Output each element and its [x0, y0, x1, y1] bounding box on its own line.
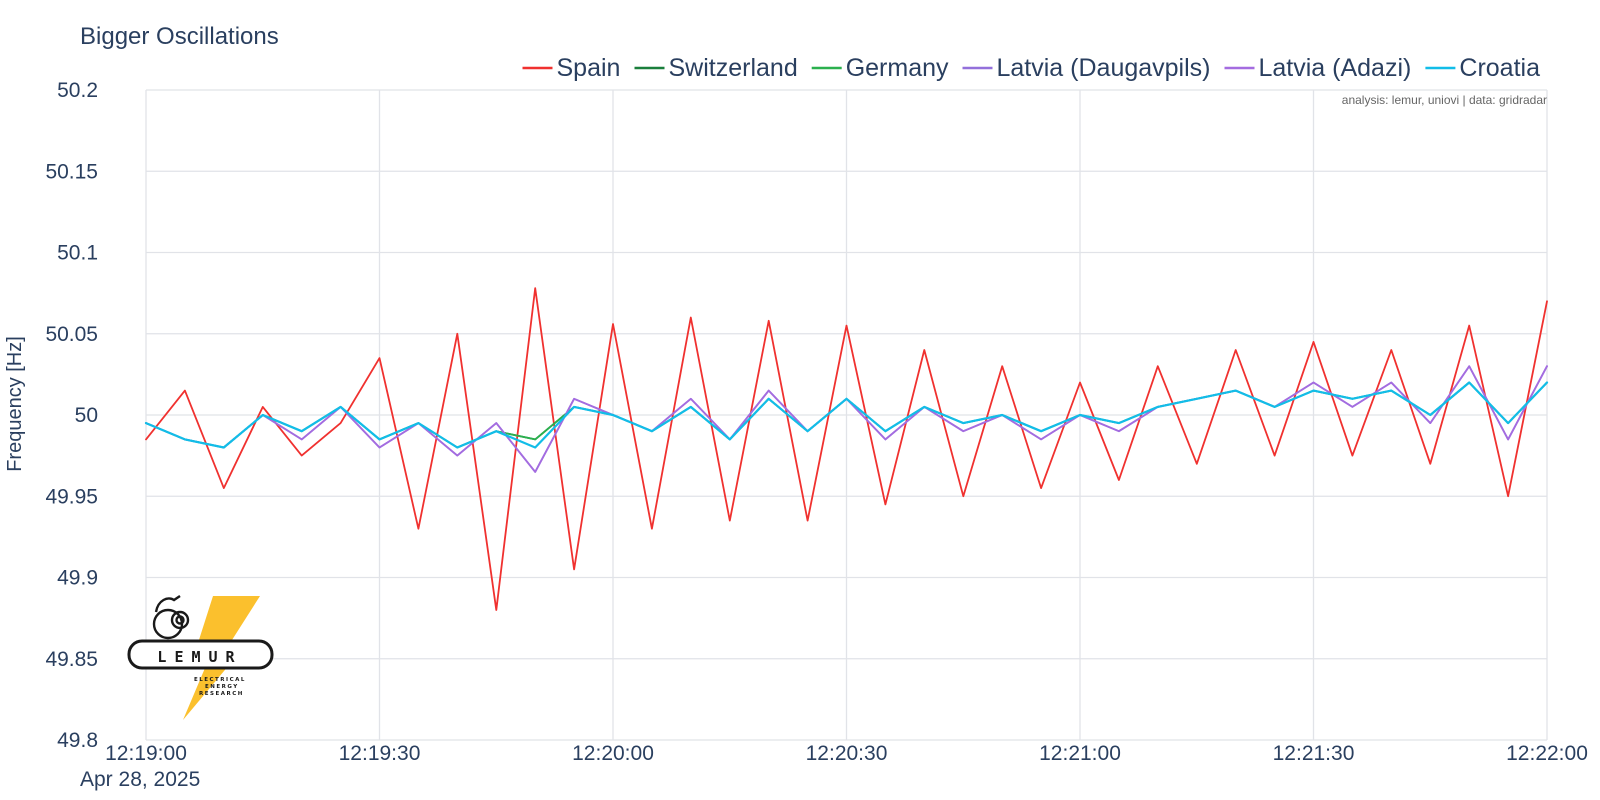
y-tick-label: 49.85 — [45, 648, 98, 671]
y-tick-label: 49.8 — [57, 729, 98, 752]
chart-title: Bigger Oscillations — [80, 23, 279, 50]
legend-label: Croatia — [1459, 54, 1540, 82]
lemur-mascot-icon — [152, 595, 190, 640]
logo-wordmark: LEMUR — [157, 648, 242, 666]
date-label: Apr 28, 2025 — [80, 768, 200, 791]
legend-item[interactable]: Spain — [522, 54, 621, 82]
legend-item[interactable]: Germany — [811, 54, 949, 82]
y-tick-label: 49.95 — [45, 485, 98, 508]
y-axis-title: Frequency [Hz] — [4, 336, 26, 472]
x-tick-label: 12:22:00 — [1506, 742, 1588, 765]
x-tick-label: 12:19:30 — [339, 742, 421, 765]
legend-item[interactable]: Latvia (Adazi) — [1224, 54, 1412, 82]
series-line-0 — [145, 287, 1548, 611]
svg-text:ENERGY: ENERGY — [205, 684, 239, 690]
x-tick-label: 12:20:30 — [806, 742, 888, 765]
x-tick-label: 12:21:00 — [1039, 742, 1121, 765]
logo-tagline: ELECTRICAL ENERGY RESEARCH — [194, 677, 246, 697]
legend-label: Germany — [846, 54, 949, 82]
x-tick-label: 12:20:00 — [572, 742, 654, 765]
svg-text:RESEARCH: RESEARCH — [199, 691, 244, 697]
y-tick-label: 50.1 — [57, 242, 98, 265]
legend-item[interactable]: Croatia — [1425, 54, 1540, 82]
y-tick-label: 50.15 — [45, 160, 98, 183]
grid — [145, 89, 1548, 741]
legend-label: Latvia (Daugavpils) — [997, 54, 1211, 82]
y-tick-label: 50.05 — [45, 323, 98, 346]
y-axis: 49.8 49.85 49.9 49.95 50 50.05 50.1 50.15 50.2 — [45, 79, 98, 752]
legend: Spain Switzerland Germany Latvia (Daugavpil… — [522, 54, 1540, 82]
legend-item[interactable]: Switzerland — [634, 54, 798, 82]
source-annotation: analysis: lemur, uniovi | data: gridrada… — [1342, 93, 1547, 107]
y-tick-label: 49.9 — [57, 567, 98, 590]
series-layer — [144, 287, 1549, 611]
x-axis: 12:19:00 12:19:30 12:20:00 12:20:30 12:21:00… — [105, 742, 1588, 765]
legend-label: Spain — [557, 54, 621, 82]
legend-label: Latvia (Adazi) — [1259, 54, 1412, 82]
x-tick-label: 12:19:00 — [105, 742, 187, 765]
x-tick-label: 12:21:30 — [1273, 742, 1355, 765]
y-tick-label: 50 — [75, 404, 98, 427]
lemur-logo: LEMUR ELECTRICAL ENERGY RESEARCH — [127, 595, 274, 720]
legend-item[interactable]: Latvia (Daugavpils) — [962, 54, 1211, 82]
series-line-5 — [144, 381, 1549, 449]
legend-label: Switzerland — [669, 54, 798, 82]
logo-wordmark-box — [127, 639, 274, 670]
svg-text:ELECTRICAL: ELECTRICAL — [194, 677, 246, 683]
y-tick-label: 50.2 — [57, 79, 98, 102]
